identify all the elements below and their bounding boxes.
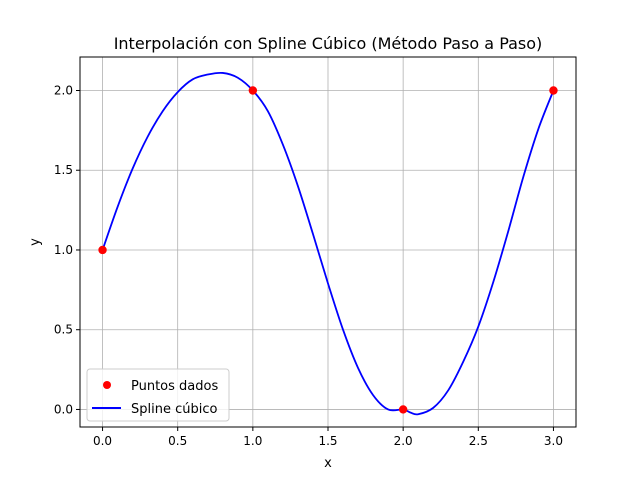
y-tick-label: 1.0 <box>54 243 73 257</box>
chart-title: Interpolación con Spline Cúbico (Método … <box>114 34 543 53</box>
x-axis-label: x <box>324 456 332 471</box>
data-point <box>98 245 107 255</box>
legend-label-spline: Spline cúbico <box>131 402 217 417</box>
series-spline <box>101 71 555 416</box>
spline-line <box>101 71 555 416</box>
legend-marker-points <box>103 381 111 389</box>
x-tick-label: 2.0 <box>394 434 413 448</box>
x-tick-label: 0.0 <box>93 434 112 448</box>
x-tick-label: 1.0 <box>243 434 262 448</box>
data-point <box>248 86 258 95</box>
y-tick-label: 1.5 <box>54 163 73 177</box>
y-tick-label: 0.0 <box>54 402 73 416</box>
legend-label-points: Puntos dados <box>131 379 218 394</box>
data-point <box>398 405 408 414</box>
y-axis-ticks: 0.0 0.5 1.0 1.5 2.0 <box>54 83 80 416</box>
x-axis-ticks: 0.0 0.5 1.0 1.5 2.0 2.5 3.0 <box>93 427 563 448</box>
x-tick-label: 3.0 <box>544 434 563 448</box>
series-points <box>98 86 558 414</box>
y-tick-label: 2.0 <box>54 83 73 97</box>
legend: Puntos dados Spline cúbico <box>86 368 230 422</box>
legend-box <box>86 368 230 422</box>
y-tick-label: 0.5 <box>54 323 73 337</box>
y-axis-label: y <box>28 238 43 246</box>
x-tick-label: 2.5 <box>469 434 488 448</box>
data-point <box>549 86 558 95</box>
x-tick-label: 0.5 <box>168 434 187 448</box>
x-tick-label: 1.5 <box>318 434 337 448</box>
